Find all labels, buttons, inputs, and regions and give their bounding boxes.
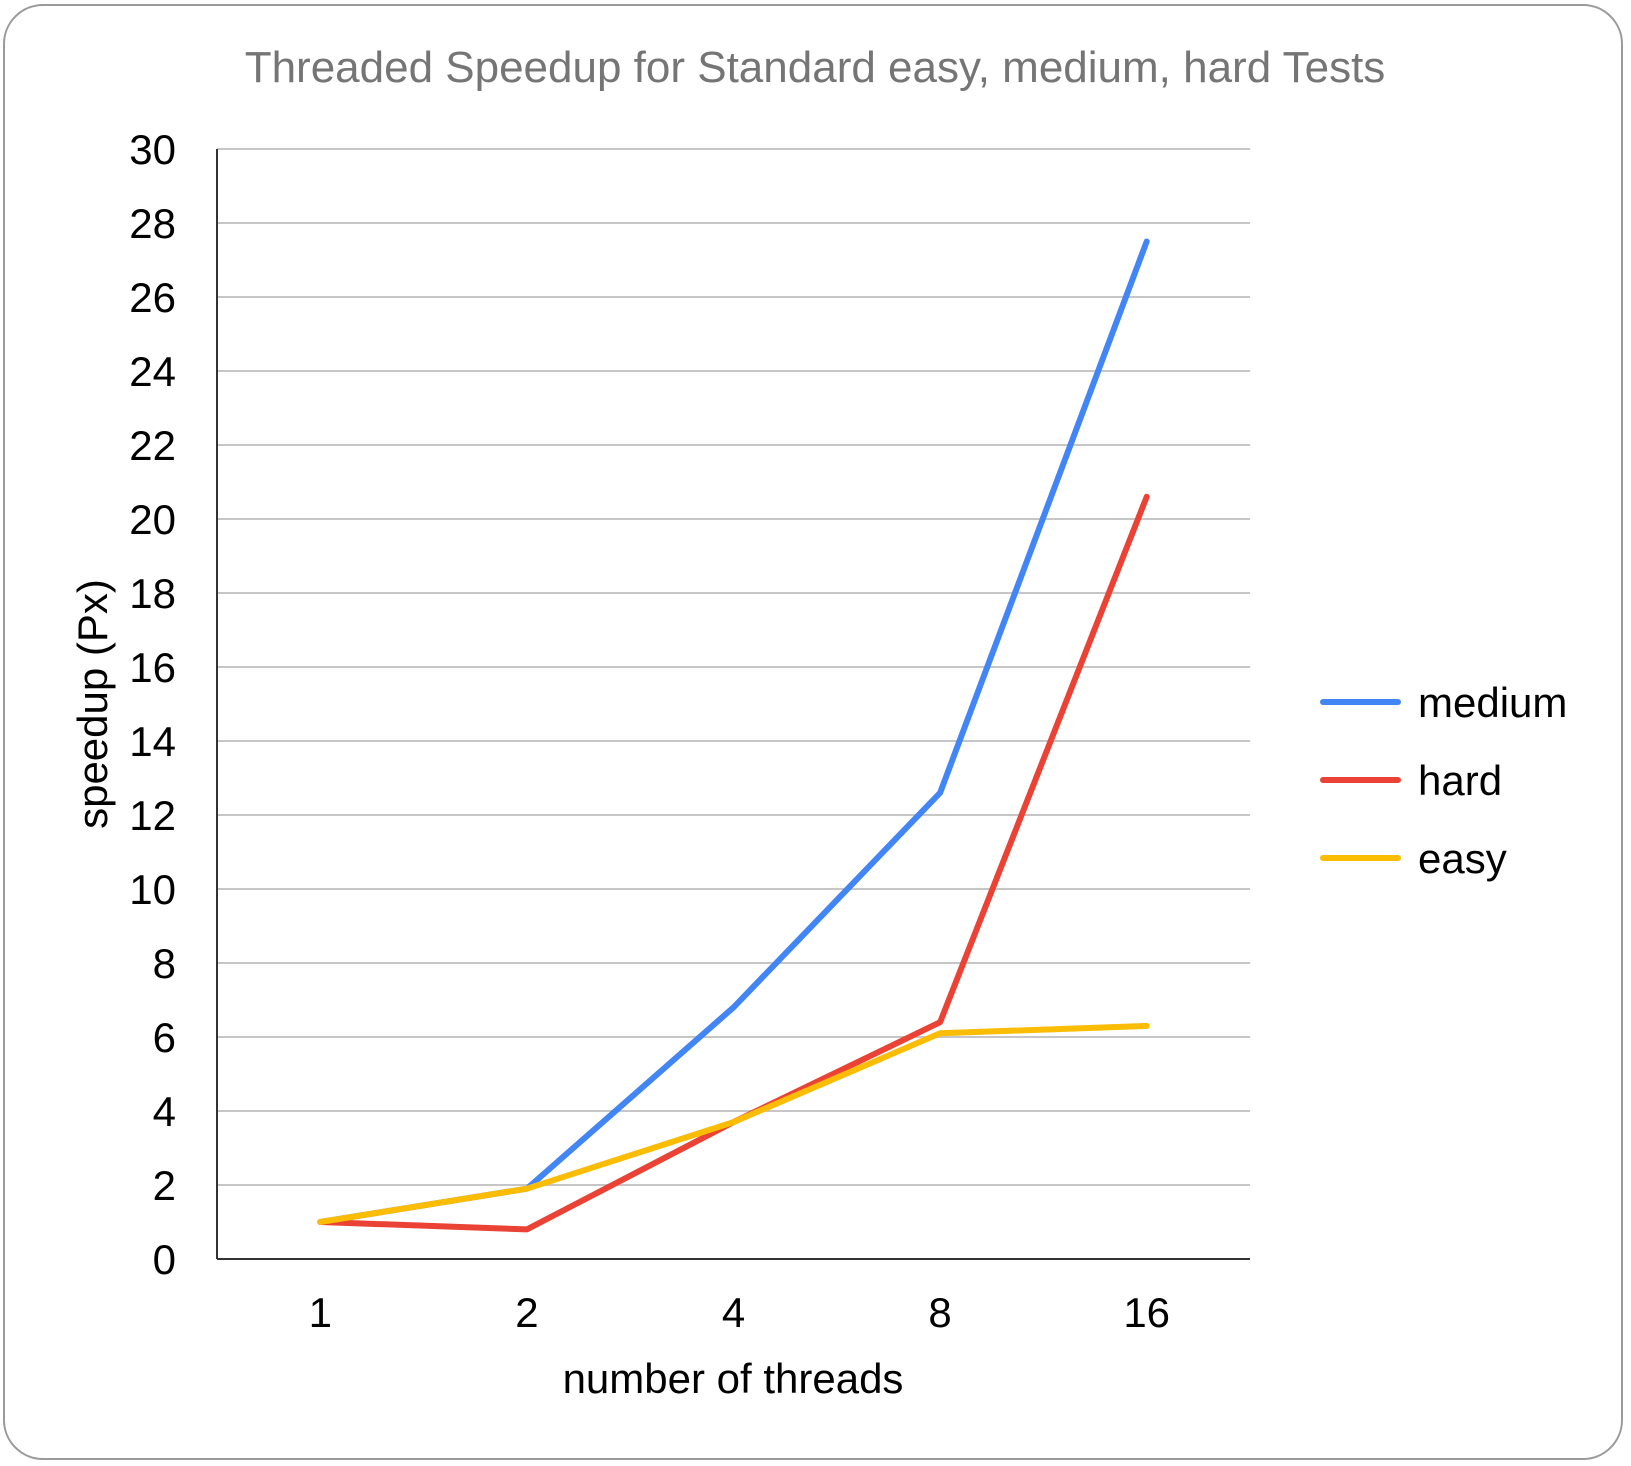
x-tick-label-8: 8 <box>928 1289 951 1336</box>
y-tick-label-22: 22 <box>129 422 176 469</box>
y-tick-label-14: 14 <box>129 718 176 765</box>
legend-label-hard: hard <box>1418 757 1502 804</box>
y-tick-label-30: 30 <box>129 126 176 173</box>
y-tick-label-6: 6 <box>153 1014 176 1061</box>
x-tick-label-1: 1 <box>309 1289 332 1336</box>
y-tick-label-18: 18 <box>129 570 176 617</box>
x-tick-label-4: 4 <box>722 1289 745 1336</box>
x-tick-label-16: 16 <box>1123 1289 1170 1336</box>
x-tick-labels: 1 2 4 8 16 <box>309 1289 1170 1336</box>
gridlines <box>217 148 1250 1186</box>
chart-title: Threaded Speedup for Standard easy, medi… <box>245 43 1386 92</box>
y-tick-label-26: 26 <box>129 274 176 321</box>
y-axis-title: speedup (Px) <box>69 579 116 829</box>
y-tick-label-4: 4 <box>153 1088 176 1135</box>
series-line-medium <box>317 238 1150 1225</box>
chart-frame <box>3 4 1623 1460</box>
y-tick-label-2: 2 <box>153 1162 176 1209</box>
y-tick-label-12: 12 <box>129 792 176 839</box>
legend-label-easy: easy <box>1418 835 1507 882</box>
x-tick-label-2: 2 <box>515 1289 538 1336</box>
y-tick-label-24: 24 <box>129 348 176 395</box>
y-tick-label-10: 10 <box>129 866 176 913</box>
x-axis-title: number of threads <box>563 1355 904 1402</box>
legend: medium hard easy <box>1320 679 1567 882</box>
y-tick-label-8: 8 <box>153 940 176 987</box>
y-tick-label-16: 16 <box>129 644 176 691</box>
y-tick-label-0: 0 <box>153 1236 176 1283</box>
series-lines <box>317 238 1150 1233</box>
y-tick-label-20: 20 <box>129 496 176 543</box>
legend-label-medium: medium <box>1418 679 1567 726</box>
axes <box>216 149 1250 1260</box>
y-tick-label-28: 28 <box>129 200 176 247</box>
series-line-easy <box>317 1022 1150 1225</box>
